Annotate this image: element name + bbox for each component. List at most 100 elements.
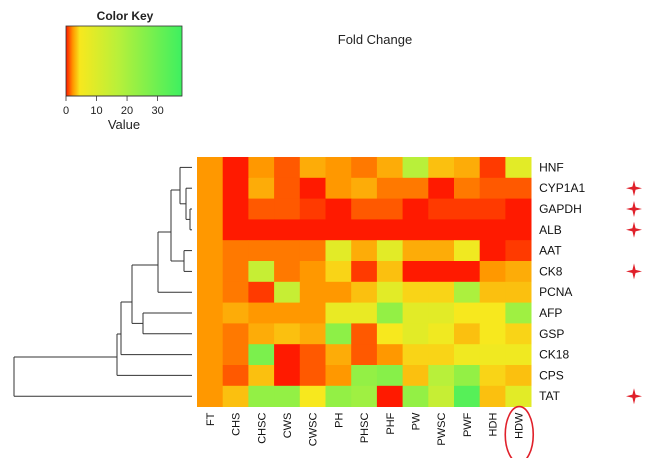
heatmap-cell-afp-cwsc [299, 302, 326, 324]
heatmap-cell-gapdh-pwsc [428, 198, 455, 220]
heatmap-cell-gapdh-hdh [479, 198, 506, 220]
column-labels: FT CHS CHSC CWS CWSC PH PHSC PHF PW PWSC PWF HDH HDW [205, 412, 525, 446]
row-label-tat: TAT [539, 389, 561, 403]
heatmap-cell-pcna-phsc [351, 281, 378, 303]
heatmap-cell-ck18-ph [325, 344, 352, 366]
heatmap-cell-tat-ft [197, 385, 224, 407]
heatmap-cell-gapdh-hdw [505, 198, 532, 220]
heatmap-cell-tat-phsc [351, 385, 378, 407]
heatmap-cell-cps-pw [402, 365, 429, 387]
heatmap-cell-afp-ph [325, 302, 352, 324]
heatmap-cell-tat-cws [274, 385, 301, 407]
heatmap-cell-gsp-hdh [479, 323, 506, 345]
row-label-cps: CPS [539, 368, 564, 382]
heatmap-cell-gapdh-phsc [351, 198, 378, 220]
heatmap-cell-cps-cws [274, 365, 301, 387]
heatmap-cell-afp-hdw [505, 302, 532, 324]
heatmap-cell-gapdh-chsc [248, 198, 275, 220]
row-label-gapdh: GAPDH [539, 202, 582, 216]
heatmap-cell-gsp-pwf [454, 323, 481, 345]
heatmap-cell-cyp1a1-phf [376, 177, 403, 199]
heatmap-cell-gapdh-chs [222, 198, 249, 220]
heatmap-cell-tat-chsc [248, 385, 275, 407]
color-key-tick-label: 20 [121, 105, 133, 117]
heatmap-cell-afp-hdh [479, 302, 506, 324]
heatmap-cell-gsp-pwsc [428, 323, 455, 345]
heatmap-cell-afp-ft [197, 302, 224, 324]
heatmap-cell-gsp-chs [222, 323, 249, 345]
heatmap-cell-cyp1a1-hdw [505, 177, 532, 199]
row-label-hnf: HNF [539, 160, 564, 174]
heatmap-cell-cyp1a1-pwf [454, 177, 481, 199]
heatmap-cell-aat-cwsc [299, 240, 326, 262]
heatmap-cell-gsp-hdw [505, 323, 532, 345]
heatmap-cell-cyp1a1-cwsc [299, 177, 326, 199]
heatmap-cell-pcna-ph [325, 281, 352, 303]
heatmap-cell-gsp-phsc [351, 323, 378, 345]
heatmap-cell-ck8-chsc [248, 261, 275, 283]
heatmap-cell-aat-phf [376, 240, 403, 262]
heatmap-cell-gsp-ft [197, 323, 224, 345]
heatmap-cell-ck8-phf [376, 261, 403, 283]
heatmap-cell-cps-phsc [351, 365, 378, 387]
heatmap-cell-ck8-cws [274, 261, 301, 283]
heatmap-cell-cyp1a1-phsc [351, 177, 378, 199]
heatmap-cell-ck18-cws [274, 344, 301, 366]
heatmap-cell-afp-pw [402, 302, 429, 324]
row-label-ck8: CK8 [539, 264, 563, 278]
heatmap-cell-ck8-pwsc [428, 261, 455, 283]
heatmap-cell-ck18-phsc [351, 344, 378, 366]
heatmap-cell-cps-chsc [248, 365, 275, 387]
heatmap-cell-ck18-pwsc [428, 344, 455, 366]
column-label-cws: CWS [282, 413, 294, 439]
heatmap-cell-cps-cwsc [299, 365, 326, 387]
heatmap-cell-tat-phf [376, 385, 403, 407]
heatmap-cell-afp-pwf [454, 302, 481, 324]
heatmap-cell-pcna-cwsc [299, 281, 326, 303]
heatmap-cell-alb-pwsc [428, 219, 455, 241]
star-marker-ck8 [626, 263, 642, 280]
heatmap-cell-cyp1a1-pwsc [428, 177, 455, 199]
column-label-phsc: PHSC [359, 413, 371, 444]
heatmap-cell-gsp-ph [325, 323, 352, 345]
heatmap-cell-pcna-pwsc [428, 281, 455, 303]
heatmap-cell-afp-chsc [248, 302, 275, 324]
column-label-chsc: CHSC [256, 413, 268, 444]
heatmap-cell-alb-hdh [479, 219, 506, 241]
color-key-label: Value [108, 117, 140, 132]
heatmap-cell-afp-chs [222, 302, 249, 324]
heatmap-cell-cyp1a1-cws [274, 177, 301, 199]
heatmap-cell-ck18-ft [197, 344, 224, 366]
heatmap-cell-hnf-pwsc [428, 157, 455, 179]
heatmap-cell-ck18-chs [222, 344, 249, 366]
heatmap-cell-gsp-pw [402, 323, 429, 345]
heatmap-cell-alb-pwf [454, 219, 481, 241]
heatmap-cell-gsp-chsc [248, 323, 275, 345]
column-label-pwf: PWF [462, 412, 474, 437]
row-label-pcna: PCNA [539, 285, 572, 299]
heatmap-cell-alb-phf [376, 219, 403, 241]
row-label-aat: AAT [539, 244, 562, 258]
heatmap-cell-alb-ft [197, 219, 224, 241]
heatmap-cell-hnf-hdh [479, 157, 506, 179]
heatmap-cell-ck8-phsc [351, 261, 378, 283]
heatmap-cell-ck8-cwsc [299, 261, 326, 283]
heatmap-cell-ck18-pwf [454, 344, 481, 366]
heatmap-cell-hnf-cws [274, 157, 301, 179]
column-label-hdw: HDW [513, 412, 525, 439]
heatmap-cell-gapdh-cws [274, 198, 301, 220]
heatmap-cell-ck8-pwf [454, 261, 481, 283]
row-label-alb: ALB [539, 223, 562, 237]
row-label-ck18: CK18 [539, 348, 569, 362]
heatmap-cell-ck8-ph [325, 261, 352, 283]
heatmap-cell-gsp-cws [274, 323, 301, 345]
star-marker-tat [626, 388, 642, 405]
heatmap-cell-gapdh-pw [402, 198, 429, 220]
row-label-afp: AFP [539, 306, 562, 320]
heatmap-cell-tat-cwsc [299, 385, 326, 407]
heatmap-cell-cps-pwsc [428, 365, 455, 387]
heatmap-cell-ck18-chsc [248, 344, 275, 366]
heatmap-cell-alb-cws [274, 219, 301, 241]
heatmap-cell-gapdh-ph [325, 198, 352, 220]
